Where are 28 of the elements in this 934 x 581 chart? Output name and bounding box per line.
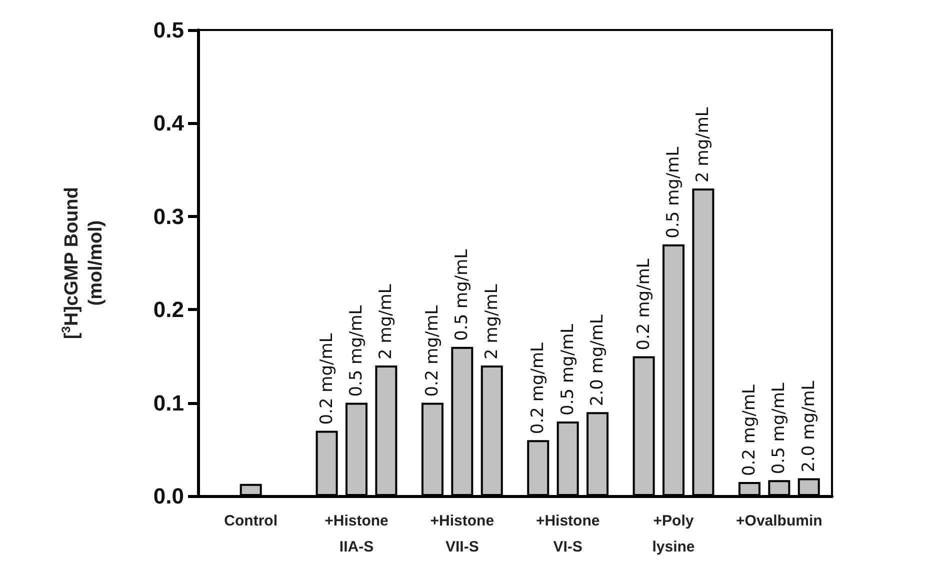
- annotation: 0.2 mg/mL: [528, 342, 548, 434]
- annotation: 0.5 mg/mL: [346, 304, 366, 397]
- annotation: 0.5 mg/mL: [664, 146, 684, 238]
- annotation: 2 mg/mL: [376, 284, 396, 360]
- annotation: 2 mg/mL: [693, 106, 714, 182]
- x-tick-label: +Histone IIA-S: [324, 512, 388, 556]
- x-tick-label: Control: [224, 512, 278, 530]
- x-tick-label: +Histone VI-S: [536, 512, 600, 556]
- x-tick-label: +Ovalbumin: [736, 512, 822, 530]
- y-axis-title: [3H]cGMP Bound (mol/mol): [59, 187, 106, 340]
- annotation: 0.5 mg/mL: [769, 382, 790, 474]
- annotation: 0.5 mg/mL: [558, 323, 578, 416]
- y-tick-label: 0.1: [153, 390, 184, 416]
- x-tick-label: +Histone VII-S: [430, 512, 494, 556]
- y-tick-label: 0.3: [153, 204, 184, 229]
- annotation: 0.5 mg/mL: [452, 248, 472, 341]
- y-tick-label: 0.4: [153, 110, 185, 136]
- annotation: 2 mg/mL: [482, 284, 502, 360]
- annotation: 0.2 mg/mL: [422, 304, 442, 397]
- annotation: 2.0 mg/mL: [588, 314, 608, 406]
- annotation: 0.2 mg/mL: [739, 384, 760, 476]
- x-tick-label: +Poly lysine: [652, 512, 695, 556]
- annotation: 2.0 mg/mL: [798, 380, 819, 472]
- y-tick-label: 0.5: [153, 18, 184, 42]
- annotation: 0.2 mg/mL: [634, 258, 654, 350]
- y-tick-label: 0.2: [153, 297, 184, 322]
- y-tick-label: 0.0: [153, 484, 184, 508]
- annotation: 0.2 mg/mL: [316, 332, 337, 425]
